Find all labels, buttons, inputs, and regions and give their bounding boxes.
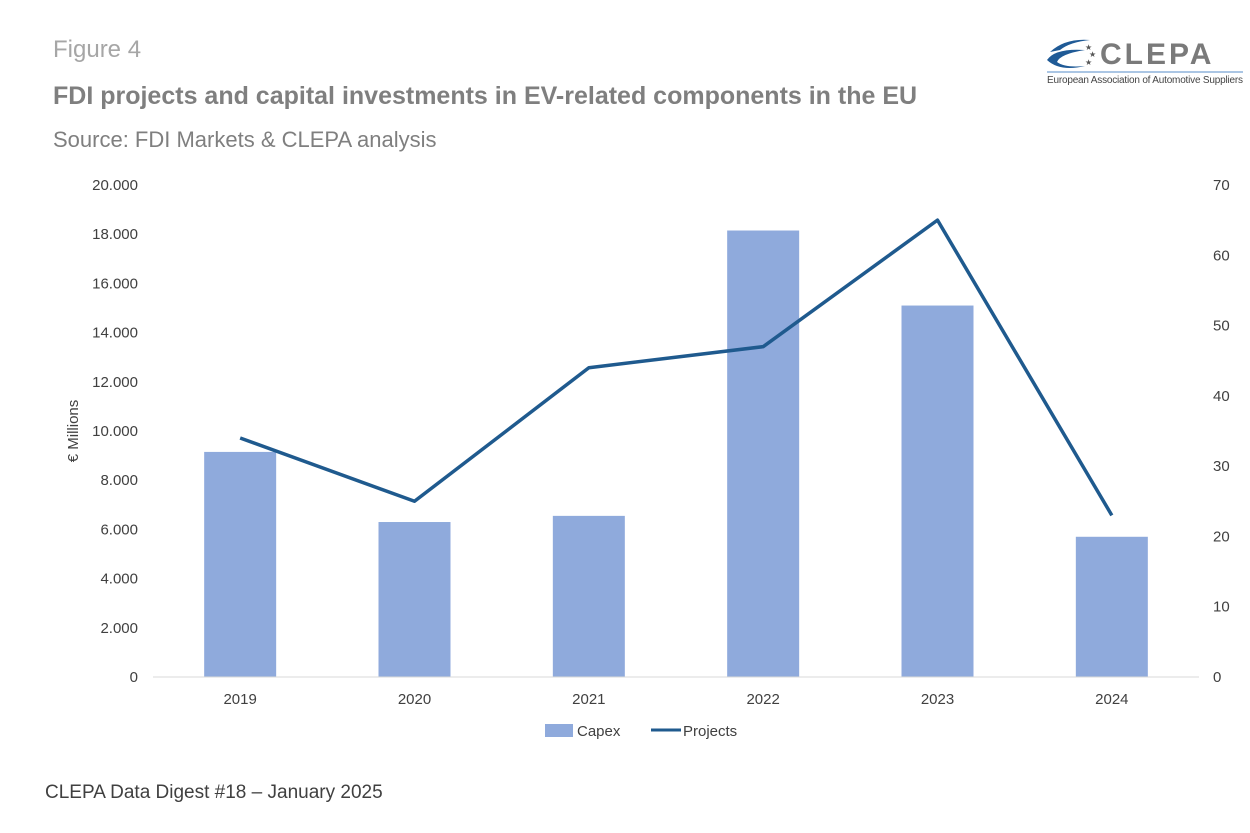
legend-swatch-capex xyxy=(545,724,573,737)
clepa-logo: ★ ★ ★ CLEPA European Association of Auto… xyxy=(1047,38,1243,86)
svg-text:European Association of Automo: European Association of Automotive Suppl… xyxy=(1047,75,1243,86)
y2-tick-label: 40 xyxy=(1213,388,1230,405)
svg-text:CLEPA: CLEPA xyxy=(1100,38,1214,71)
y-tick-label: 18.000 xyxy=(92,226,138,243)
x-tick-label: 2019 xyxy=(223,691,256,708)
svg-text:★: ★ xyxy=(1085,58,1092,67)
y-tick-label: 8.000 xyxy=(100,472,138,489)
bar-capex-2019 xyxy=(204,451,277,677)
x-tick-label: 2023 xyxy=(921,691,954,708)
y-tick-label: 20.000 xyxy=(92,177,138,194)
x-tick-label: 2020 xyxy=(398,691,431,708)
y2-tick-label: 30 xyxy=(1213,458,1230,475)
y2-tick-label: 0 xyxy=(1213,669,1221,686)
chart-source: Source: FDI Markets & CLEPA analysis xyxy=(53,127,437,152)
chart-title: FDI projects and capital investments in … xyxy=(53,82,918,110)
bar-capex-2023 xyxy=(901,305,974,677)
bar-capex-2022 xyxy=(727,230,800,677)
x-tick-label: 2022 xyxy=(746,691,779,708)
y-tick-label: 14.000 xyxy=(92,325,138,342)
y2-tick-label: 50 xyxy=(1213,318,1230,335)
y-tick-label: 2.000 xyxy=(100,620,138,637)
y2-tick-label: 70 xyxy=(1213,177,1230,194)
y-tick-label: 4.000 xyxy=(100,571,138,588)
y-tick-label: 16.000 xyxy=(92,275,138,292)
y-tick-label: 10.000 xyxy=(92,423,138,440)
figure-number: Figure 4 xyxy=(53,36,142,63)
legend-label-projects: Projects xyxy=(683,723,737,740)
line-projects xyxy=(239,218,1114,517)
y2-tick-label: 20 xyxy=(1213,528,1230,545)
bar-capex-2020 xyxy=(378,522,451,677)
y2-tick-label: 60 xyxy=(1213,247,1230,264)
x-tick-label: 2021 xyxy=(572,691,605,708)
y-tick-label: 0 xyxy=(130,669,138,686)
y-axis-label: € Millions xyxy=(65,400,82,463)
footer-text: CLEPA Data Digest #18 – January 2025 xyxy=(45,782,383,803)
y-tick-label: 12.000 xyxy=(92,374,138,391)
bar-capex-2024 xyxy=(1075,536,1148,677)
y2-tick-label: 10 xyxy=(1213,599,1230,616)
svg-text:★: ★ xyxy=(1089,50,1096,59)
svg-text:★: ★ xyxy=(1085,43,1092,52)
x-tick-label: 2024 xyxy=(1095,691,1128,708)
bar-capex-2021 xyxy=(552,515,625,677)
legend: Capex Projects xyxy=(545,723,737,740)
y-tick-label: 6.000 xyxy=(100,521,138,538)
legend-label-capex: Capex xyxy=(577,723,621,740)
